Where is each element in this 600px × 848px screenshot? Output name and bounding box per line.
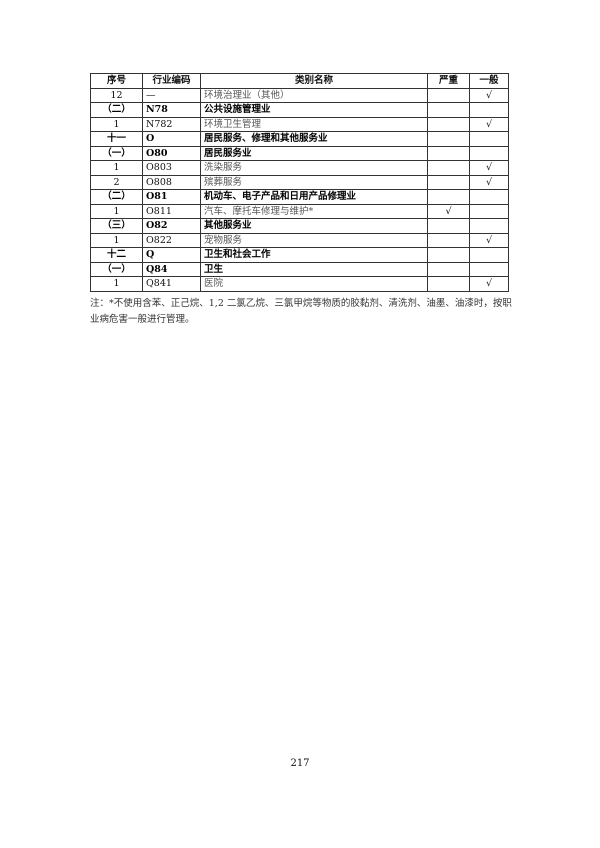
table-row: 2 O808 殡葬服务 √ (90, 174, 509, 190)
row-name: 机动车、电子产品和日用产品修理业 (200, 189, 428, 205)
table-row: 12— 环境治理业（其他） √ (90, 87, 509, 103)
row-no: （一） (90, 261, 143, 277)
row-name: 宠物服务 (200, 232, 428, 248)
table-row: 1 O822 宠物服务 √ (90, 232, 509, 248)
row-code: O82 (142, 218, 201, 234)
table-row: （二） N78 公共设施管理业 (90, 102, 509, 118)
row-general: √ (469, 160, 509, 176)
row-no: 1 (90, 116, 143, 132)
row-code: — (142, 87, 201, 103)
col-no: 序号 (90, 73, 143, 89)
row-severe (427, 218, 470, 234)
row-name: 其他服务业 (200, 218, 428, 234)
row-code: N782 (142, 116, 201, 132)
row-no: （二） (90, 189, 143, 205)
row-severe (427, 247, 470, 263)
table-row: （二） O81 机动车、电子产品和日用产品修理业 (90, 189, 509, 205)
row-no: 十一 (90, 131, 143, 147)
row-code: O81 (142, 189, 201, 205)
row-name: 公共设施管理业 (200, 102, 428, 118)
row-severe (427, 102, 470, 118)
row-general (469, 247, 509, 263)
table-row: （三） O82 其他服务业 (90, 218, 509, 234)
table-header: 序号 行业编码 类别名称 严重 一般 (90, 73, 509, 89)
col-severe: 严重 (427, 73, 470, 89)
row-code: N78 (142, 102, 201, 118)
row-code: Q84 (142, 261, 201, 277)
industry-table: 序号 行业编码 类别名称 严重 一般 12— 环境治理业（其他） √ （二） N78 公共… (90, 73, 509, 292)
row-severe (427, 131, 470, 147)
row-general (469, 102, 509, 118)
row-general (469, 261, 509, 277)
row-no: 2 (90, 174, 143, 190)
row-code: O822 (142, 232, 201, 248)
row-name: 环境卫生管理 (200, 116, 428, 132)
row-severe (427, 116, 470, 132)
row-code: O (142, 131, 201, 147)
row-no: （三） (90, 218, 143, 234)
row-no: 十二 (90, 247, 143, 263)
row-no: 1 (90, 160, 143, 176)
table-row: （一） O80 居民服务业 (90, 145, 509, 161)
row-severe: √ (427, 203, 470, 219)
col-code: 行业编码 (142, 73, 201, 89)
page-number: 217 (290, 758, 310, 769)
row-no: （二） (90, 102, 143, 118)
row-general: √ (469, 174, 509, 190)
row-no: 1 (90, 203, 143, 219)
row-code: O803 (142, 160, 201, 176)
row-general (469, 203, 509, 219)
row-name: 环境治理业（其他） (200, 87, 428, 103)
row-code: O808 (142, 174, 201, 190)
table-row: 1 N782 环境卫生管理 √ (90, 116, 509, 132)
row-severe (427, 174, 470, 190)
row-code: Q (142, 247, 201, 263)
row-severe (427, 261, 470, 277)
row-severe (427, 87, 470, 103)
row-name: 洗染服务 (200, 160, 428, 176)
row-name: 居民服务业 (200, 145, 428, 161)
row-general (469, 131, 509, 147)
footnote: 注：*不使用含苯、正己烷、1,2 二氯乙烷、三氯甲烷等物质的胶黏剂、清洗剂、油墨… (90, 298, 512, 325)
col-general: 一般 (469, 73, 509, 89)
row-name: 医院 (200, 276, 428, 292)
row-name: 卫生 (200, 261, 428, 277)
row-general: √ (469, 276, 509, 292)
table-row: 1 O803 洗染服务 √ (90, 160, 509, 176)
row-name: 卫生和社会工作 (200, 247, 428, 263)
row-severe (427, 160, 470, 176)
row-general (469, 145, 509, 161)
row-general: √ (469, 116, 509, 132)
row-no: 12 (90, 87, 143, 103)
row-severe (427, 232, 470, 248)
row-code: O80 (142, 145, 201, 161)
table-row: （一） Q84 卫生 (90, 261, 509, 277)
row-name: 居民服务、修理和其他服务业 (200, 131, 428, 147)
table-row: 十一 O 居民服务、修理和其他服务业 (90, 131, 509, 147)
row-severe (427, 189, 470, 205)
row-general (469, 189, 509, 205)
table-row: 1 Q841 医院 √ (90, 276, 509, 292)
row-no: （一） (90, 145, 143, 161)
row-code: O811 (142, 203, 201, 219)
row-name: 殡葬服务 (200, 174, 428, 190)
row-name: 汽车、摩托车修理与维护* (200, 203, 428, 219)
col-name: 类别名称 (200, 73, 428, 89)
table-row: 十二 Q 卫生和社会工作 (90, 247, 509, 263)
row-code: Q841 (142, 276, 201, 292)
row-general (469, 218, 509, 234)
row-general: √ (469, 87, 509, 103)
row-severe (427, 276, 470, 292)
row-no: 1 (90, 276, 143, 292)
row-general: √ (469, 232, 509, 248)
row-no: 1 (90, 232, 143, 248)
row-severe (427, 145, 470, 161)
table-row: 1 O811 汽车、摩托车修理与维护* √ (90, 203, 509, 219)
